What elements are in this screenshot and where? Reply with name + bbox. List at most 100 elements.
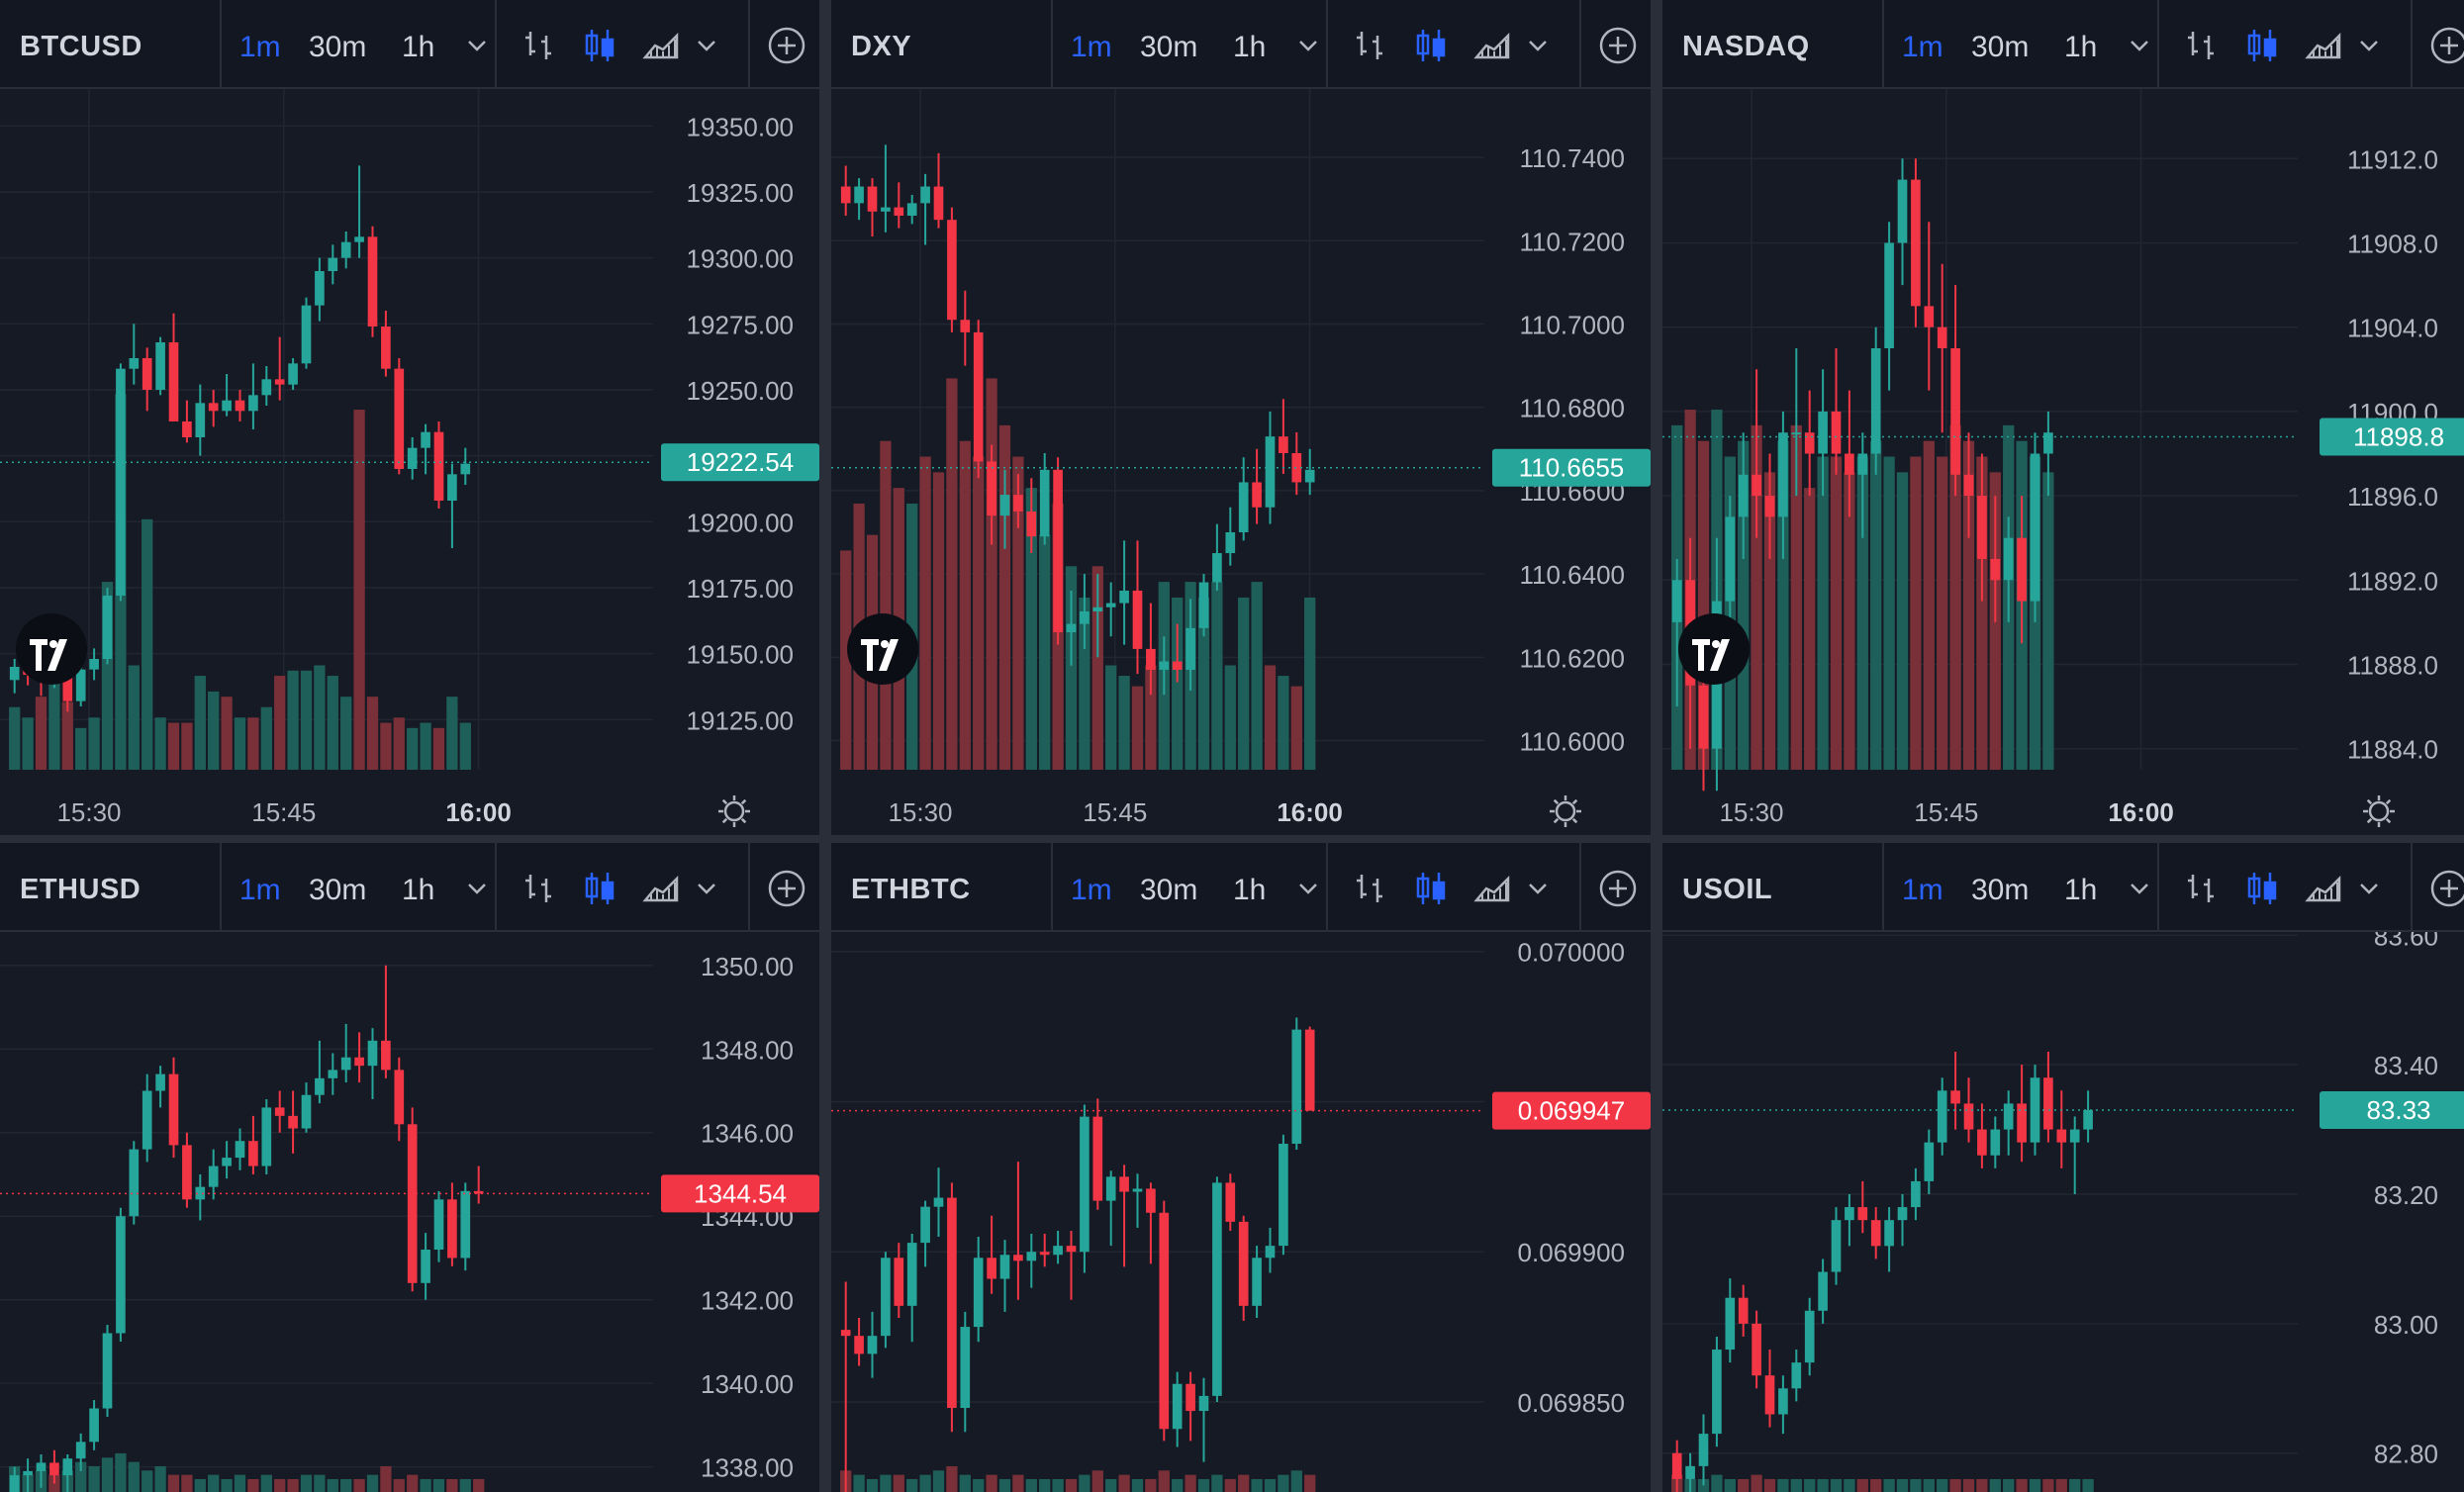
area-chart-icon[interactable] [1472,869,1512,908]
candle[interactable] [1791,347,1802,497]
candle[interactable] [116,1207,126,1342]
candle[interactable] [867,178,878,237]
candle[interactable] [102,1325,113,1417]
candle[interactable] [1831,347,1842,475]
timeframe-1h-button[interactable]: 1h [402,874,435,906]
candle[interactable] [1845,390,1854,517]
candle[interactable] [1291,1017,1302,1151]
timeframe-1h-button[interactable]: 1h [1233,874,1267,906]
timeframe-1m-button[interactable]: 1m [1071,31,1112,63]
candle[interactable] [2017,496,2027,644]
candle[interactable] [381,965,391,1078]
candle[interactable] [1159,1200,1170,1442]
candle[interactable] [1738,1284,1749,1337]
candle[interactable] [947,1182,957,1433]
candle[interactable] [2069,1116,2080,1195]
candle[interactable] [288,358,298,390]
candle[interactable] [906,1234,917,1343]
candle[interactable] [23,1458,33,1492]
candle[interactable] [1977,453,1987,602]
candle[interactable] [142,347,152,412]
candle[interactable] [168,1057,179,1159]
candle[interactable] [142,1073,152,1163]
candle[interactable] [328,1053,338,1095]
candle[interactable] [1870,326,1881,475]
candle[interactable] [1013,474,1023,528]
add-icon[interactable] [1598,869,1638,908]
candle[interactable] [460,1182,471,1271]
candle[interactable] [129,324,140,385]
candle[interactable] [1212,523,1222,591]
candle[interactable] [222,374,232,417]
candle[interactable] [49,1449,59,1484]
candle[interactable] [182,1132,192,1208]
symbol-label[interactable]: BTCUSD [20,31,142,62]
candle[interactable] [381,311,391,377]
candle[interactable] [1977,1103,1987,1168]
candlestick-chart[interactable]: 19350.00 19325.00 19300.00 19275.00 19250.00… [0,89,819,835]
candle[interactable] [447,1182,457,1266]
add-icon[interactable] [767,869,806,908]
candle[interactable] [1937,263,1947,433]
chart-area[interactable]: 11912.0 11908.0 11904.0 11900.0 11896.0 11892… [1662,89,2464,835]
candle[interactable] [367,226,378,337]
candle[interactable] [340,232,351,269]
candle[interactable] [854,1317,864,1366]
candle[interactable] [1159,636,1170,696]
timeframe-30m-button[interactable]: 30m [1971,31,2030,63]
candle[interactable] [1238,457,1249,541]
candle[interactable] [433,421,444,509]
candle[interactable] [1026,478,1037,554]
timeframe-30m-button[interactable]: 30m [1971,874,2030,906]
timeframe-1m-button[interactable]: 1m [1071,874,1112,906]
candle[interactable] [999,469,1010,549]
chart-area[interactable]: 1350.00 1348.00 1346.00 1344.00 1342.00 1340.… [0,932,819,1492]
candle[interactable] [1105,1170,1116,1247]
candle[interactable] [906,194,917,225]
candles-icon[interactable] [580,869,619,908]
candle[interactable] [407,437,418,480]
area-chart-icon[interactable] [2304,26,2343,65]
candle[interactable] [62,1453,73,1492]
timeframe-1m-button[interactable]: 1m [239,874,281,906]
candle[interactable] [854,178,864,221]
symbol-label[interactable]: NASDAQ [1682,31,1810,62]
candle[interactable] [920,173,930,245]
candle[interactable] [1778,1375,1788,1435]
candle[interactable] [1857,1180,1868,1234]
candle[interactable] [1279,399,1288,475]
candle[interactable] [1764,1350,1775,1428]
candle[interactable] [1304,1026,1315,1111]
candle[interactable] [933,1167,944,1238]
candle[interactable] [2003,1090,2014,1156]
candle[interactable] [2083,1090,2093,1143]
candlestick-chart[interactable]: 110.7400110.7200110.7000110.6800110.6600… [831,89,1651,835]
area-chart-icon[interactable] [641,869,681,908]
candlestick-chart[interactable]: 1350.001348.001346.001344.001342.001340.… [0,932,819,1492]
area-chart-icon[interactable] [2304,869,2343,908]
candle[interactable] [1092,1098,1103,1210]
candle[interactable] [881,144,891,233]
chevron-down-icon[interactable] [1288,26,1328,65]
candle[interactable] [261,1098,272,1174]
candle[interactable] [1039,1234,1050,1267]
candle[interactable] [1119,1165,1129,1267]
candle[interactable] [894,182,904,229]
candle[interactable] [1212,1176,1222,1402]
candle[interactable] [1698,1414,1709,1486]
bar-chart-icon[interactable] [519,869,558,908]
candle[interactable] [1671,558,1682,707]
candle[interactable] [367,1028,378,1099]
chevron-down-icon[interactable] [687,869,726,908]
candle[interactable] [116,363,126,602]
candle[interactable] [1924,1129,1935,1195]
timeframe-30m-button[interactable]: 30m [309,874,367,906]
candle[interactable] [340,1023,351,1083]
timeframe-30m-button[interactable]: 30m [1140,31,1198,63]
candle[interactable] [2030,1065,2040,1156]
candle[interactable] [1752,1310,1761,1389]
candle[interactable] [155,1066,165,1108]
candle[interactable] [407,1107,418,1292]
candle[interactable] [208,390,219,427]
candle[interactable] [1279,1134,1288,1256]
